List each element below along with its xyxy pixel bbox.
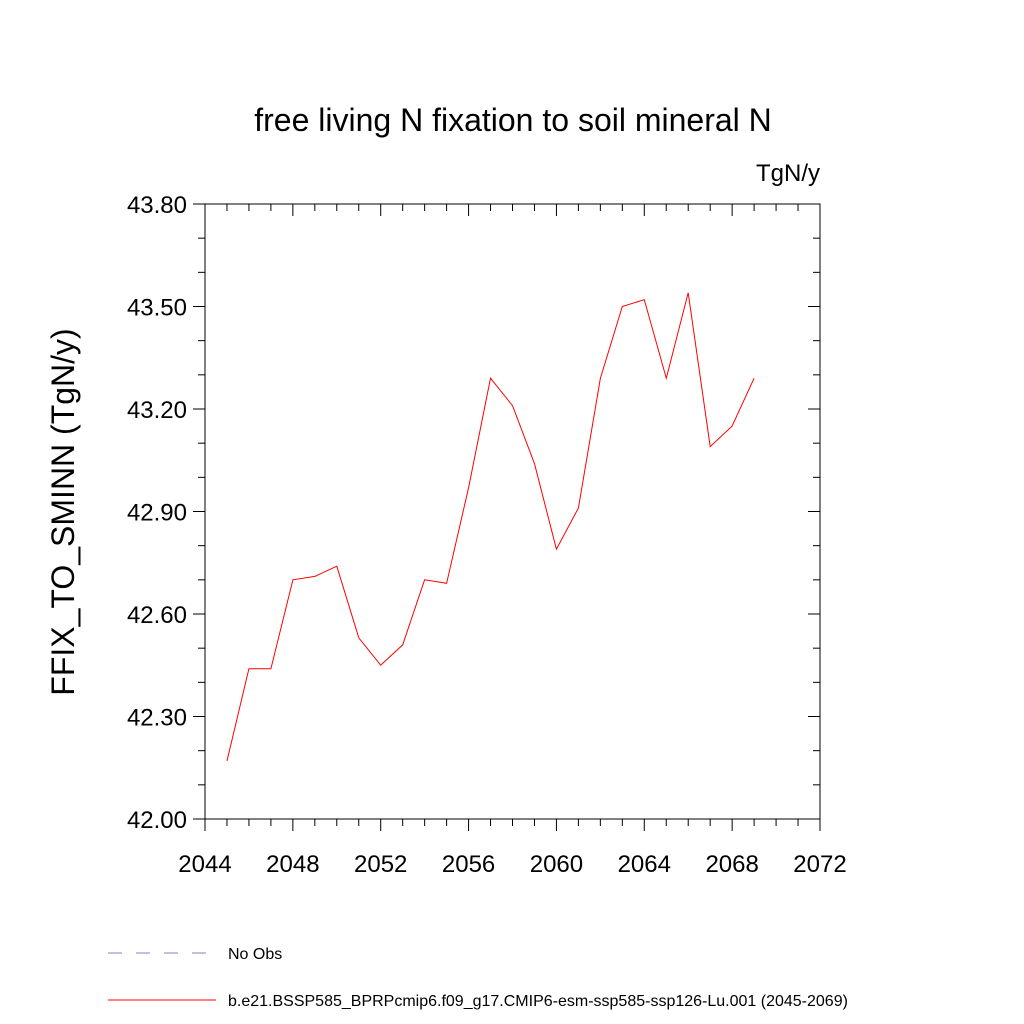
axis-ticks: 42.00 42.30 42.60 42.90 43.20 43.50 43.80 2044 2… <box>127 192 847 878</box>
legend-label: No Obs <box>228 946 282 963</box>
x-tick-label: 2044 <box>178 851 231 878</box>
y-tick-label: 43.20 <box>127 397 187 424</box>
x-tick-label: 2060 <box>530 851 583 878</box>
series-group <box>226 292 755 762</box>
y-tick-label: 42.90 <box>127 500 187 527</box>
y-axis-label: FFIX_TO_SMINN (TgN/y) <box>45 328 81 695</box>
x-tick-label: 2072 <box>793 851 846 878</box>
x-tick-label: 2068 <box>705 851 758 878</box>
x-tick-label: 2064 <box>618 851 671 878</box>
legend-label: b.e21.BSSP585_BPRPcmip6.f09_g17.CMIP6-es… <box>228 993 848 1010</box>
y-tick-label: 42.30 <box>127 705 187 732</box>
x-tick-label: 2056 <box>442 851 495 878</box>
units-label: TgN/y <box>756 160 820 187</box>
legend: No Obs b.e21.BSSP585_BPRPcmip6.f09_g17.CM… <box>108 946 848 1010</box>
x-tick-label: 2052 <box>354 851 407 878</box>
series-line <box>226 292 755 762</box>
chart-title: free living N fixation to soil mineral N <box>254 102 772 138</box>
y-tick-label: 43.80 <box>127 192 187 219</box>
x-tick-label: 2048 <box>266 851 319 878</box>
y-tick-label: 43.50 <box>127 295 187 322</box>
y-tick-label: 42.00 <box>127 807 187 834</box>
y-tick-label: 42.60 <box>127 602 187 629</box>
plot-frame <box>204 203 821 820</box>
